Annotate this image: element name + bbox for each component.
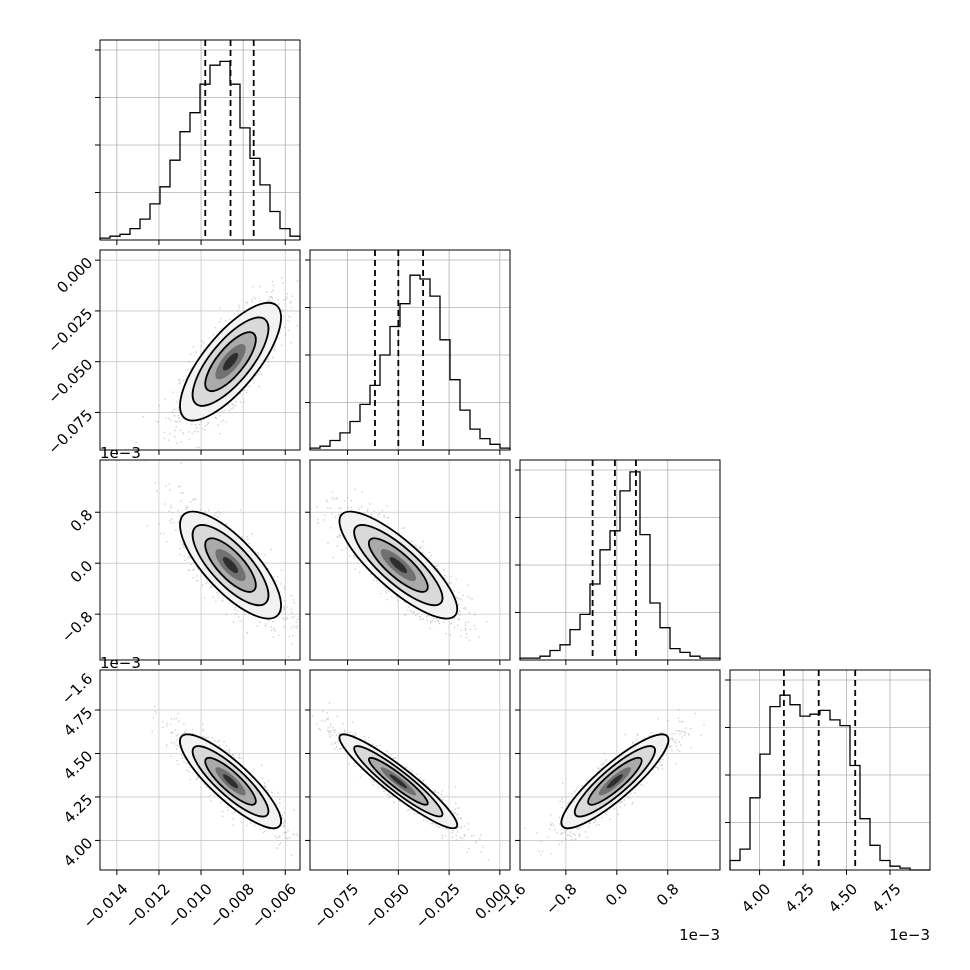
pair-content-1-0: [100, 250, 300, 450]
xtick-label-0-3: −0.008: [206, 880, 258, 932]
hist-bars-2: [519, 471, 721, 660]
hist-panel-0: [95, 39, 301, 241]
xtick-label-3-1: 4.25: [781, 880, 817, 916]
density-level-3-0-4: [222, 774, 239, 789]
pair-density-2-0: [179, 510, 282, 620]
contour-1-0-1: [191, 316, 270, 407]
xtick-label-2-1: −0.8: [542, 880, 580, 918]
y-offset-label-2: 1e−3: [100, 444, 141, 462]
contour-3-1-2: [367, 756, 429, 806]
xtick-label-3-0: 4.00: [738, 880, 774, 916]
contour-1-0-0: [179, 301, 282, 422]
x-offset-label-2: 1e−3: [679, 926, 720, 944]
ytick-label-3-3: 4.75: [60, 704, 96, 740]
contour-2-1-2: [367, 537, 429, 593]
density-level-3-1-4: [389, 774, 408, 789]
xtick-label-2-2: 0.0: [602, 880, 632, 910]
hist-bars-1: [309, 274, 511, 450]
contour-3-0-2: [204, 756, 257, 806]
contour-3-2-0: [560, 733, 670, 830]
pair-frame-2-1: [309, 459, 511, 661]
pair-frame-3-0: [99, 669, 301, 871]
pair-content-3-1: [310, 670, 510, 870]
contour-3-2-2: [587, 756, 643, 806]
contour-3-0-0: [179, 733, 282, 830]
hist-frame-1: [309, 249, 511, 451]
hist-panel-bg-2: [520, 460, 720, 660]
xtick-label-1-2: −0.025: [412, 880, 464, 932]
ytick-label-3-1: 4.25: [60, 791, 96, 827]
contour-2-1-0: [338, 510, 459, 620]
pair-frame-3-2: [519, 669, 721, 871]
hist-bars-0: [99, 60, 301, 240]
pair-bg-3-1: [310, 670, 510, 870]
hist-frame-3: [729, 669, 931, 871]
y-offset-label-3: 1e−3: [100, 654, 141, 672]
ytick-label-3-0: 4.00: [60, 834, 96, 870]
hist-frame-2: [519, 459, 721, 661]
density-level-3-2-4: [606, 774, 623, 789]
pair-frame-2-0: [99, 459, 301, 661]
pair-frame-3-1: [309, 669, 511, 871]
ytick-label-2-edge: −1.6: [58, 670, 96, 708]
pair-density-3-2: [560, 733, 670, 830]
contour-3-1-0: [338, 733, 459, 830]
xtick-label-0-1: −0.012: [122, 880, 174, 932]
hist-bars-3: [729, 694, 930, 871]
hist-panel-bg-3: [730, 670, 930, 870]
ytick-label-2-2: 0.0: [67, 557, 97, 587]
ytick-label-1-1: −0.050: [44, 355, 96, 407]
pair-content-2-1: [310, 460, 510, 660]
pair-content-3-0: [100, 670, 300, 870]
hist-panel-2: [515, 459, 721, 661]
ytick-label-1-3: 0.000: [53, 254, 96, 297]
pair-content-3-2: [520, 670, 720, 870]
hist-panel-bg-0: [100, 40, 300, 240]
x-offset-label-3: 1e−3: [889, 926, 930, 944]
contour-3-0-1: [191, 745, 270, 818]
xtick-label-1-1: −0.050: [361, 880, 413, 932]
density-level-1-0-4: [222, 352, 239, 371]
pair-density-3-0: [179, 733, 282, 830]
pair-panel-3-1: [309, 669, 511, 871]
contour-2-0-0: [179, 510, 282, 620]
contour-2-1-1: [353, 524, 444, 607]
pair-panel-3-0: [99, 669, 301, 871]
xtick-label-3-3: 4.75: [868, 880, 904, 916]
xtick-label-2-3: 0.8: [653, 880, 683, 910]
xtick-label-0-0: −0.014: [80, 880, 132, 932]
density-level-2-0-4: [222, 557, 239, 574]
density-level-2-1-4: [389, 557, 408, 574]
pair-panel-2-1: [309, 459, 511, 661]
ytick-label-2-3: 0.8: [67, 506, 97, 536]
ytick-label-3-2: 4.50: [60, 747, 96, 783]
pair-density-2-1: [338, 510, 459, 620]
pair-density-3-1: [338, 733, 459, 830]
contour-3-2-1: [573, 745, 656, 818]
hist-panel-3: [725, 669, 931, 871]
hist-panel-1: [305, 249, 511, 451]
xtick-label-0-2: −0.010: [164, 880, 216, 932]
pair-content-2-0: [100, 460, 300, 660]
pair-panel-2-0: [99, 459, 301, 661]
contour-2-0-1: [191, 524, 270, 607]
pair-frame-1-0: [99, 249, 301, 451]
pair-panel-1-0: [99, 249, 301, 451]
pair-density-1-0: [179, 301, 282, 422]
hist-frame-0: [99, 39, 301, 241]
contour-1-0-2: [204, 331, 257, 393]
pair-panel-3-2: [519, 669, 721, 871]
ytick-label-1-2: −0.025: [44, 305, 96, 357]
xtick-label-3-2: 4.50: [825, 880, 861, 916]
contour-3-1-1: [353, 745, 444, 818]
contour-2-0-2: [204, 537, 257, 593]
xtick-label-0-4: −0.006: [248, 880, 300, 932]
ytick-label-1-0: −0.075: [44, 406, 96, 458]
ytick-label-2-1: −0.8: [58, 608, 96, 646]
xtick-label-1-0: −0.075: [310, 880, 362, 932]
